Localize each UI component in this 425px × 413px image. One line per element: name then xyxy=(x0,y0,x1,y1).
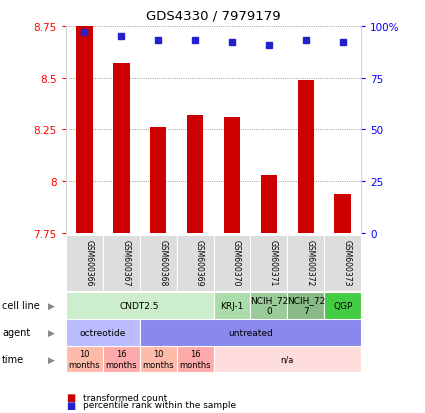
Bar xyxy=(213,292,250,319)
Bar xyxy=(250,292,287,319)
Title: GDS4330 / 7979179: GDS4330 / 7979179 xyxy=(146,10,281,23)
Text: ▶: ▶ xyxy=(48,355,55,363)
Text: GSM600367: GSM600367 xyxy=(121,240,130,286)
Bar xyxy=(261,176,277,233)
Text: KRJ-1: KRJ-1 xyxy=(220,301,244,310)
Bar xyxy=(103,346,140,373)
Bar xyxy=(66,235,103,291)
Bar xyxy=(298,81,314,233)
Text: NCIH_72
0: NCIH_72 0 xyxy=(250,296,288,315)
Bar xyxy=(140,346,177,373)
Bar xyxy=(66,346,103,373)
Bar xyxy=(187,116,204,233)
Text: NCIH_72
7: NCIH_72 7 xyxy=(287,296,325,315)
Text: time: time xyxy=(2,354,24,364)
Text: 10
months: 10 months xyxy=(142,349,174,369)
Bar xyxy=(103,235,140,291)
Text: GSM600372: GSM600372 xyxy=(306,240,315,286)
Text: GSM600371: GSM600371 xyxy=(269,240,278,286)
Text: n/a: n/a xyxy=(281,355,294,363)
Bar xyxy=(213,346,361,373)
Text: GSM600369: GSM600369 xyxy=(195,240,204,286)
Bar xyxy=(66,319,140,346)
Bar xyxy=(287,235,324,291)
Bar xyxy=(140,319,361,346)
Text: 16
months: 16 months xyxy=(179,349,211,369)
Bar xyxy=(177,346,213,373)
Bar xyxy=(287,292,324,319)
Text: CNDT2.5: CNDT2.5 xyxy=(120,301,159,310)
Text: ▶: ▶ xyxy=(48,301,55,310)
Bar xyxy=(250,235,287,291)
Bar xyxy=(224,118,240,233)
Bar xyxy=(324,235,361,291)
Bar xyxy=(76,27,93,233)
Text: GSM600368: GSM600368 xyxy=(158,240,167,286)
Bar xyxy=(213,235,250,291)
Bar xyxy=(140,235,177,291)
Text: GSM600373: GSM600373 xyxy=(343,240,352,286)
Bar xyxy=(177,235,213,291)
Text: cell line: cell line xyxy=(2,300,40,311)
Text: octreotide: octreotide xyxy=(79,328,126,337)
Text: GSM600370: GSM600370 xyxy=(232,240,241,286)
Text: 16
months: 16 months xyxy=(105,349,137,369)
Bar xyxy=(66,292,213,319)
Bar xyxy=(324,292,361,319)
Text: percentile rank within the sample: percentile rank within the sample xyxy=(83,400,236,409)
Bar xyxy=(150,128,167,233)
Bar xyxy=(334,194,351,233)
Text: untreated: untreated xyxy=(228,328,273,337)
Bar xyxy=(113,64,130,233)
Text: ■: ■ xyxy=(66,392,75,402)
Text: transformed count: transformed count xyxy=(83,393,167,402)
Text: ■: ■ xyxy=(66,400,75,410)
Text: ▶: ▶ xyxy=(48,328,55,337)
Text: QGP: QGP xyxy=(333,301,352,310)
Text: GSM600366: GSM600366 xyxy=(84,240,94,286)
Text: 10
months: 10 months xyxy=(68,349,100,369)
Text: agent: agent xyxy=(2,327,30,337)
